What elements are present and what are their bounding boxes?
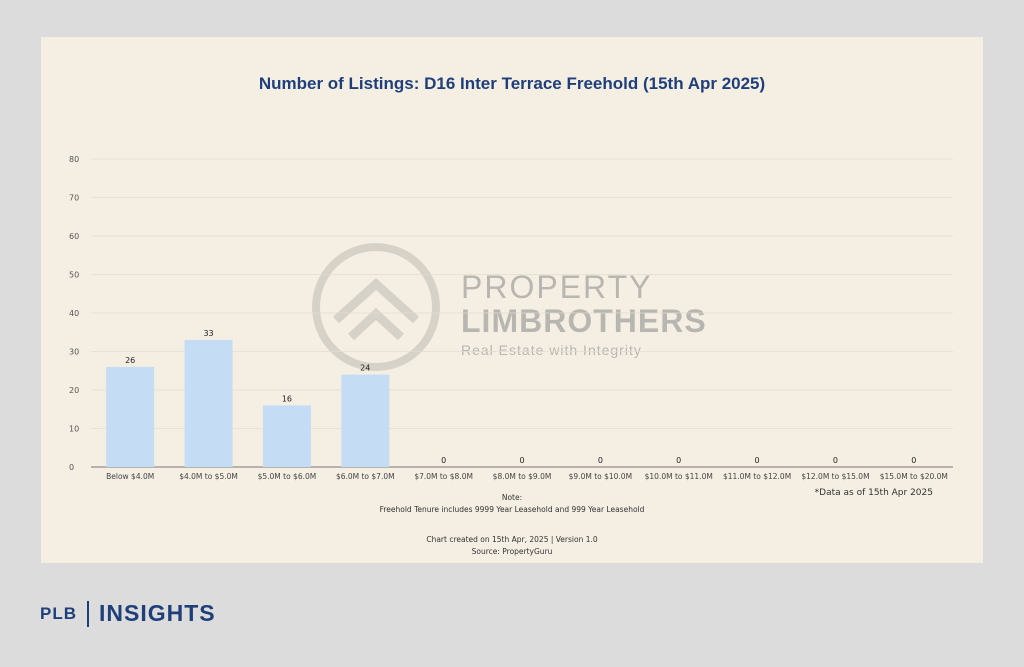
watermark-line2: LIMBROTHERS: [461, 303, 707, 339]
note-body: Freehold Tenure includes 9999 Year Lease…: [379, 505, 645, 514]
chart-created: Chart created on 15th Apr, 2025 | Versio…: [426, 535, 598, 544]
bar: [184, 339, 233, 467]
data-label: 0: [676, 456, 681, 465]
y-tick-label: 60: [69, 232, 79, 241]
data-label: 0: [911, 456, 916, 465]
data-label: 0: [598, 456, 603, 465]
data-label: 0: [755, 456, 760, 465]
data-label: 24: [360, 364, 370, 373]
brand-logo: PLB INSIGHTS: [40, 600, 216, 627]
data-label: 0: [441, 456, 446, 465]
chart-source: Source: PropertyGuru: [471, 547, 553, 556]
data-label: 33: [203, 329, 213, 338]
x-tick-label: $6.0M to $7.0M: [336, 472, 395, 481]
x-tick-label: $4.0M to $5.0M: [179, 472, 238, 481]
x-tick-label: $11.0M to $12.0M: [723, 472, 791, 481]
brand-divider: [87, 600, 89, 627]
x-tick-label: Below $4.0M: [106, 472, 154, 481]
y-tick-label: 50: [69, 271, 79, 280]
y-tick-label: 0: [69, 463, 74, 472]
y-tick-label: 40: [69, 309, 79, 318]
note-heading: Note:: [501, 493, 523, 502]
bar: [262, 405, 311, 467]
data-label: 0: [833, 456, 838, 465]
x-tick-label: $8.0M to $9.0M: [493, 472, 552, 481]
brand-plb: PLB: [40, 603, 77, 623]
watermark-line1: PROPERTY: [461, 269, 653, 305]
brand-insights: INSIGHTS: [99, 600, 216, 626]
x-tick-label: $9.0M to $10.0M: [569, 472, 632, 481]
x-tick-label: $15.0M to $20.0M: [880, 472, 948, 481]
watermark-tagline: Real Estate with Integrity: [461, 342, 642, 358]
data-label: 16: [282, 394, 292, 403]
x-tick-label: $7.0M to $8.0M: [414, 472, 473, 481]
bar: [106, 366, 155, 467]
y-tick-label: 30: [69, 348, 79, 357]
x-tick-label: $10.0M to $11.0M: [645, 472, 713, 481]
x-tick-label: $12.0M to $15.0M: [801, 472, 869, 481]
watermark-logo-icon: [311, 242, 441, 377]
y-tick-label: 70: [69, 194, 79, 203]
chart-card: Number of Listings: D16 Inter Terrace Fr…: [41, 37, 983, 563]
x-tick-label: $5.0M to $6.0M: [258, 472, 317, 481]
y-tick-label: 10: [69, 425, 79, 434]
bar-chart: 0 10 20 30 40 50 60 70 80 26 Below $4.0M 33 $4.0M to…: [69, 155, 953, 481]
data-as-of: *Data as of 15th Apr 2025: [814, 488, 933, 498]
chart-title: Number of Listings: D16 Inter Terrace Fr…: [258, 74, 766, 93]
data-label: 26: [125, 356, 135, 365]
y-tick-label: 80: [69, 155, 79, 164]
y-tick-label: 20: [69, 386, 79, 395]
bar: [341, 374, 390, 467]
data-label: 0: [519, 456, 524, 465]
